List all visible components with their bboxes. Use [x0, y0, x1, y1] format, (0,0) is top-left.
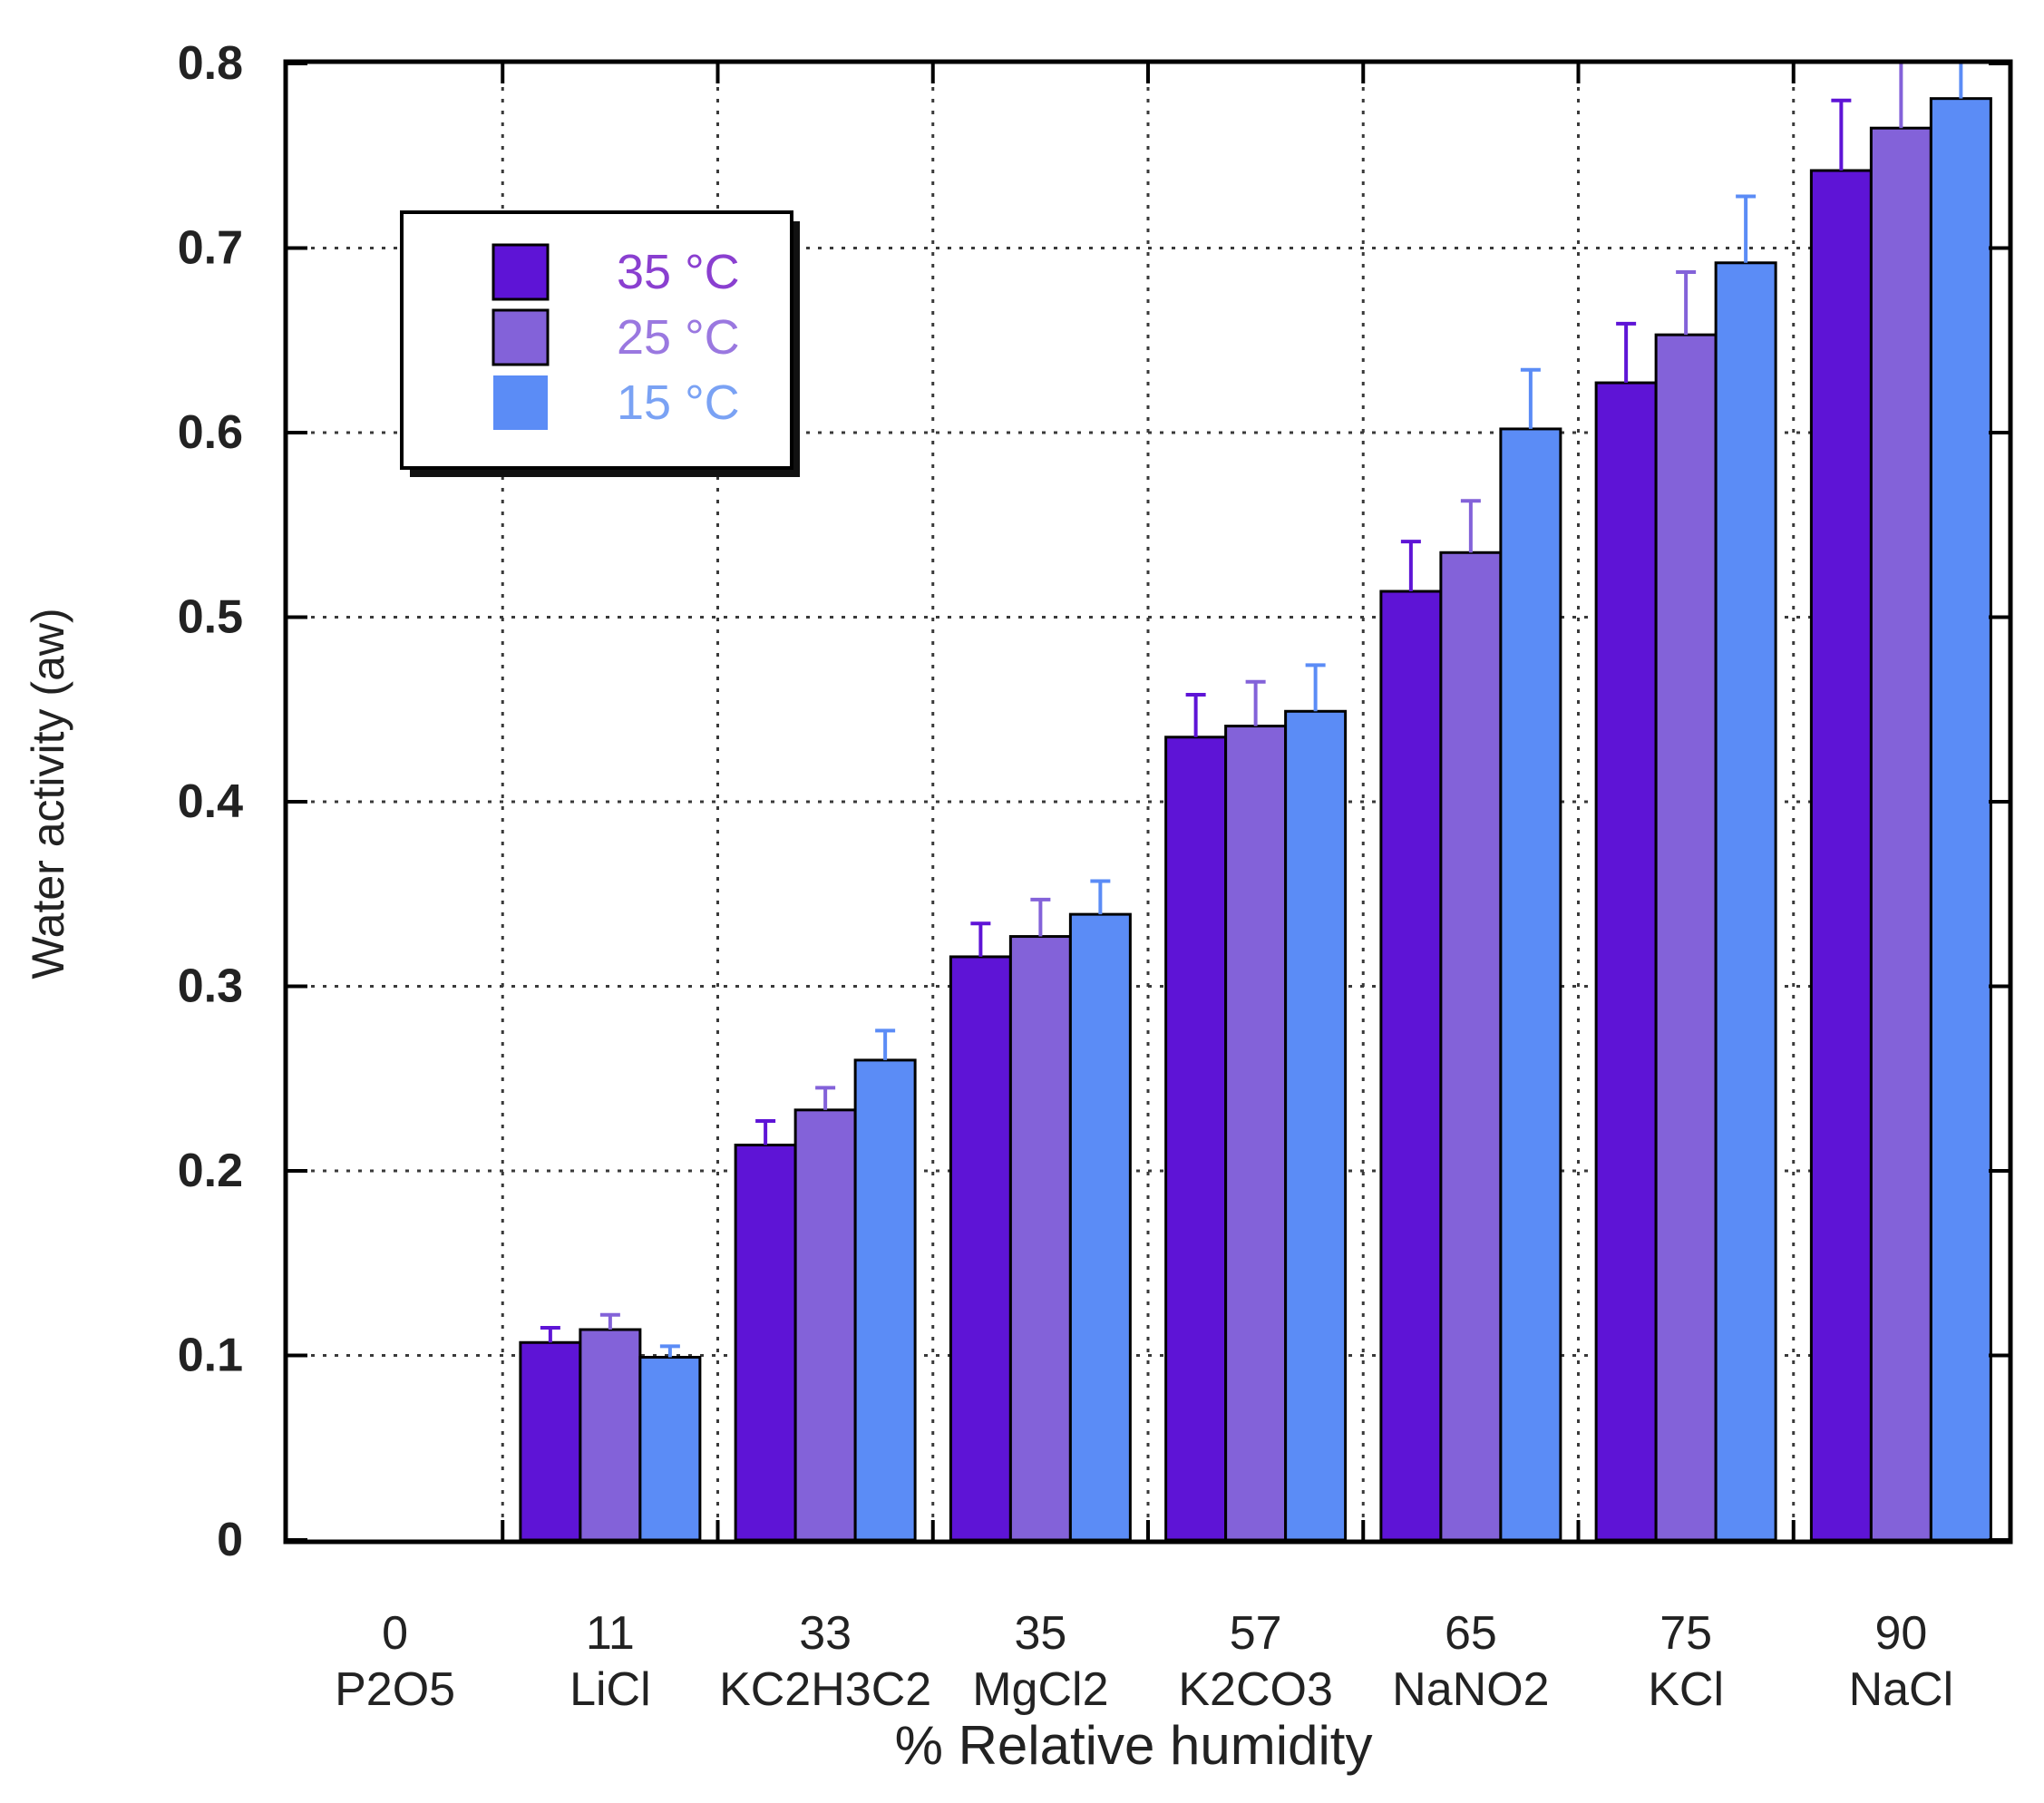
legend-swatch: [492, 308, 550, 366]
bar: [1224, 725, 1288, 1542]
legend-swatch: [492, 243, 550, 301]
y-tick-label: 0.2: [178, 1145, 243, 1197]
y-tick-labels: 0 0.1 0.2 0.3 0.4 0.5 0.6 0.7 0.8: [178, 37, 243, 1566]
plot-frame: [283, 59, 2013, 1545]
x-tick-label-rh: 11: [586, 1607, 635, 1660]
bar: [949, 955, 1012, 1542]
x-tick-label-rh: 35: [1014, 1607, 1066, 1660]
bar: [1439, 551, 1503, 1542]
y-tick-label: 0.4: [178, 775, 243, 828]
bar: [1714, 261, 1777, 1542]
x-tick-label-rh: 57: [1230, 1607, 1282, 1660]
y-tick-label: 0.7: [178, 222, 243, 275]
x-tick-label-salt: NaCl: [1849, 1663, 1954, 1716]
bar: [1654, 333, 1718, 1542]
x-tick-label-salt: P2O5: [335, 1663, 455, 1716]
x-tick-label-rh: 33: [799, 1607, 852, 1660]
bar: [793, 1108, 857, 1542]
bar: [1809, 169, 1873, 1542]
legend-label: 35 °C: [617, 245, 740, 299]
bar: [519, 1340, 582, 1542]
x-tick-label-rh: 75: [1660, 1607, 1712, 1660]
legend-label: 15 °C: [617, 375, 740, 430]
ticks-layer: [287, 62, 2009, 1542]
bar: [1499, 427, 1562, 1542]
x-tick-label-rh: 90: [1874, 1607, 1927, 1660]
bar: [1164, 736, 1228, 1542]
bar: [638, 1356, 702, 1542]
y-axis-label: Water activity (aw): [23, 608, 73, 979]
bar: [1284, 709, 1348, 1542]
legend: 35 °C 25 °C 15 °C: [400, 210, 800, 477]
y-tick-label: 0.3: [178, 960, 243, 1013]
bar: [1379, 590, 1443, 1542]
x-tick-label-salt: MgCl2: [972, 1663, 1108, 1716]
y-tick-label: 0.8: [178, 37, 243, 90]
x-tick-label-rh: 0: [382, 1607, 408, 1660]
x-tick-label-salt: KC2H3C2: [719, 1663, 931, 1716]
bar: [853, 1058, 917, 1542]
legend-entries: 35 °C 25 °C 15 °C: [492, 243, 740, 430]
bar: [734, 1144, 797, 1542]
bar: [1008, 935, 1072, 1542]
bars-layer: [519, 97, 1992, 1542]
y-tick-label: 0.5: [178, 591, 243, 644]
x-axis-label: % Relative humidity: [895, 1715, 1373, 1776]
legend-swatch: [493, 375, 548, 430]
grid-layer: [287, 63, 2009, 1540]
y-tick-label: 0.1: [178, 1330, 243, 1382]
y-tick-label: 0.6: [178, 406, 243, 459]
error-bars-layer: [540, 63, 1963, 1358]
bar: [1869, 126, 1932, 1542]
bar: [579, 1328, 642, 1542]
y-tick-label: 0: [217, 1514, 243, 1566]
legend-box: [400, 210, 793, 470]
bar: [1068, 912, 1132, 1542]
x-tick-label-salt: K2CO3: [1178, 1663, 1333, 1716]
legend-label: 25 °C: [617, 310, 740, 365]
bar: [1594, 381, 1658, 1542]
x-tick-label-rh: 65: [1445, 1607, 1497, 1660]
bar: [1929, 97, 1992, 1542]
x-tick-label-salt: LiCl: [569, 1663, 651, 1716]
x-tick-label-salt: NaNO2: [1392, 1663, 1549, 1716]
x-tick-label-salt: KCl: [1648, 1663, 1724, 1716]
